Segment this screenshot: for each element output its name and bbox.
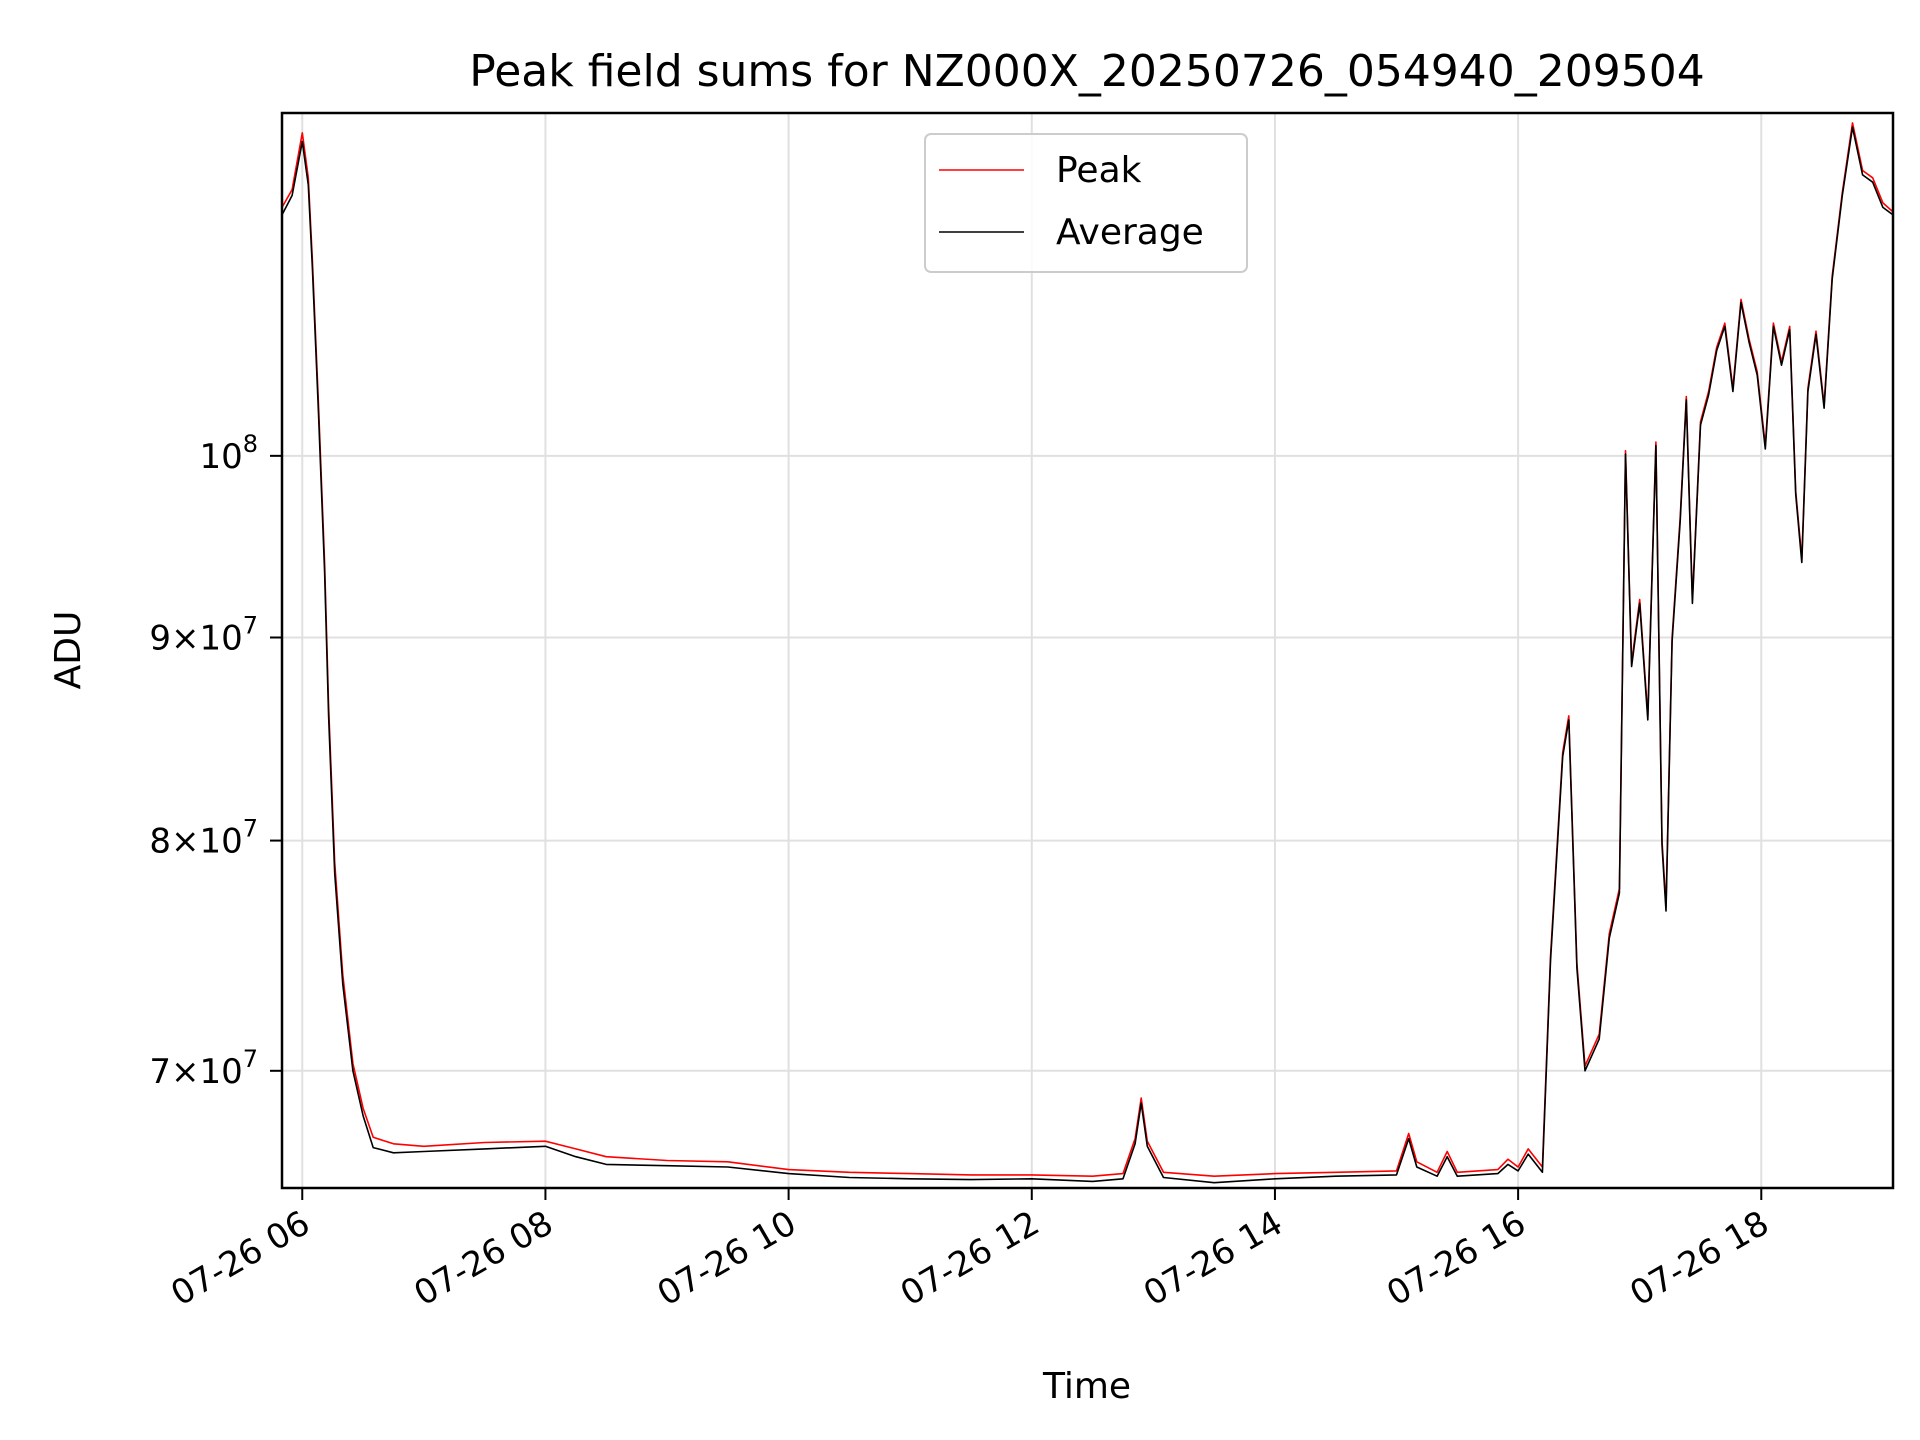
- series-line-average: [281, 126, 1894, 1184]
- y-tick-label: 8×107: [149, 815, 258, 862]
- series-layer: [281, 122, 1894, 1184]
- grid-layer: [282, 113, 1893, 1188]
- y-axis-label: ADU: [48, 611, 89, 690]
- legend-box: [924, 133, 1248, 273]
- chart-title: Peak field sums for NZ000X_20250726_0549…: [469, 46, 1705, 97]
- y-tick-label: 7×107: [149, 1045, 258, 1092]
- plot-frame: [280, 111, 1895, 1190]
- y-tick-label: 9×107: [149, 612, 258, 659]
- legend-label-average: Average: [1056, 212, 1204, 253]
- y-tick-label: 108: [199, 430, 258, 477]
- legend: Peak Average: [924, 133, 1248, 273]
- legend-label-peak: Peak: [1056, 150, 1142, 191]
- x-axis-label: Time: [1042, 1366, 1131, 1407]
